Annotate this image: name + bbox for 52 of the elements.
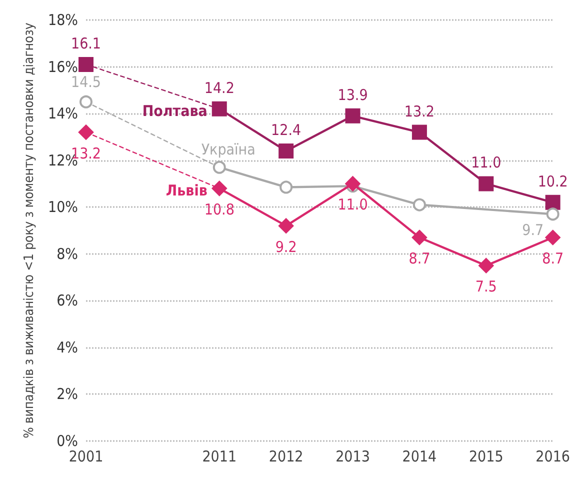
point xyxy=(345,108,360,124)
series-label: Львів xyxy=(166,181,208,200)
point xyxy=(280,180,293,194)
data-label: 7.5 xyxy=(475,278,497,296)
data-label: 11.0 xyxy=(471,154,502,172)
data-label: 8.7 xyxy=(542,250,564,268)
point xyxy=(78,124,94,140)
point xyxy=(212,160,226,174)
point xyxy=(412,198,426,212)
data-label: 13.9 xyxy=(338,86,368,104)
data-label: 10.8 xyxy=(204,200,234,218)
y-tick-label: 18% xyxy=(48,11,78,29)
point xyxy=(545,194,560,210)
x-tick-label: 2016 xyxy=(536,448,570,466)
x-tick-label: 2012 xyxy=(268,448,304,466)
data-label: 12.4 xyxy=(271,120,302,139)
x-tick-label: 2015 xyxy=(468,448,504,466)
y-tick-label: 14% xyxy=(48,104,78,123)
point xyxy=(212,180,227,196)
point xyxy=(345,176,360,192)
y-tick-label: 6% xyxy=(56,292,78,310)
data-label: 11.0 xyxy=(338,196,368,214)
y-tick-label: 8% xyxy=(56,244,78,263)
y-tick-label: 0% xyxy=(56,432,78,450)
data-label: 16.1 xyxy=(70,34,102,52)
data-label: 14.2 xyxy=(204,78,234,97)
y-axis-title: % випадків з виживаністю <1 року з моменту постановки діагнозу xyxy=(22,22,37,438)
point xyxy=(478,176,494,192)
y-tick-label: 2% xyxy=(56,385,78,404)
point xyxy=(478,258,494,274)
point xyxy=(278,143,294,158)
y-tick-label: 4% xyxy=(56,338,78,356)
data-label: 13.2 xyxy=(404,102,434,120)
data-label: 9.7 xyxy=(522,221,544,240)
x-tick-label: 2011 xyxy=(202,448,237,466)
point xyxy=(78,56,94,72)
y-tick-label: 10% xyxy=(48,198,78,216)
data-label: 9.2 xyxy=(275,238,297,256)
x-tick-label: 2001 xyxy=(68,448,104,466)
series-label: Україна xyxy=(201,140,256,158)
data-label: 8.7 xyxy=(408,250,430,268)
series-label: Полтава xyxy=(142,102,208,120)
point xyxy=(546,208,560,221)
point xyxy=(80,95,92,108)
data-label: 10.2 xyxy=(538,172,568,190)
x-tick-label: 2013 xyxy=(336,448,370,466)
point xyxy=(212,101,227,116)
point xyxy=(545,230,560,246)
point xyxy=(412,230,427,246)
x-tick-label: 2014 xyxy=(402,448,437,466)
point xyxy=(278,218,294,234)
point xyxy=(412,124,427,140)
